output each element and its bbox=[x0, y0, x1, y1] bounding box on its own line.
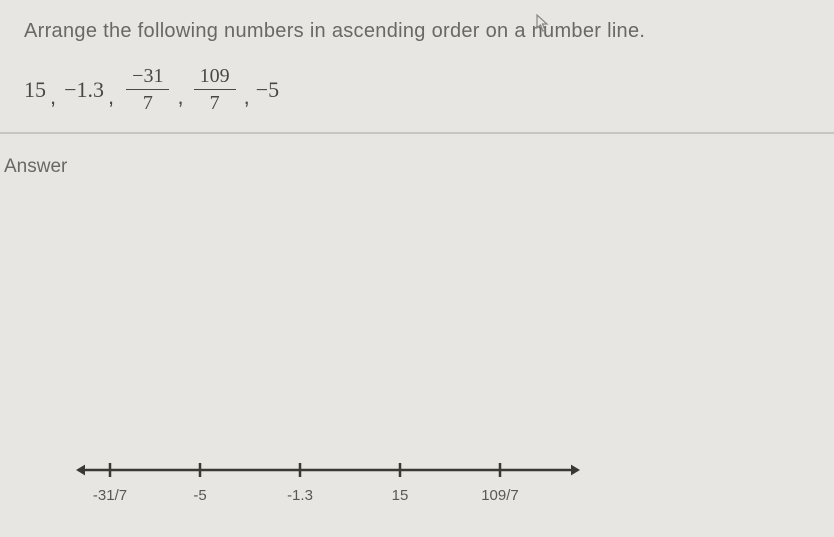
comma: , bbox=[108, 84, 114, 114]
answer-section: Answer bbox=[0, 134, 834, 178]
term-1: 15 bbox=[24, 77, 46, 103]
fraction-2-numerator: 109 bbox=[194, 65, 236, 90]
answer-label: Answer bbox=[4, 156, 830, 178]
fraction-2-denominator: 7 bbox=[210, 90, 220, 114]
term-2: −1.3 bbox=[64, 77, 104, 103]
svg-text:-1.3: -1.3 bbox=[287, 487, 313, 504]
svg-text:-5: -5 bbox=[193, 487, 206, 504]
svg-text:15: 15 bbox=[392, 487, 409, 504]
comma: , bbox=[50, 84, 56, 114]
svg-text:109/7: 109/7 bbox=[481, 487, 519, 504]
question-prompt: Arrange the following numbers in ascendi… bbox=[24, 20, 810, 43]
comma: , bbox=[177, 84, 183, 114]
number-line-svg: -31/7 -5 -1.3 15 109/7 bbox=[68, 448, 588, 518]
fraction-1-denominator: 7 bbox=[143, 90, 153, 114]
comma: , bbox=[244, 84, 250, 114]
fraction-1-numerator: −31 bbox=[126, 65, 169, 90]
term-5: −5 bbox=[256, 77, 279, 103]
math-expression: 15, −1.3, −31 7 , 109 7 , −5 bbox=[24, 65, 810, 114]
fraction-2: 109 7 bbox=[194, 65, 236, 114]
fraction-1: −31 7 bbox=[126, 65, 169, 114]
svg-text:-31/7: -31/7 bbox=[93, 487, 127, 504]
cursor-icon bbox=[536, 14, 550, 32]
number-line: -31/7 -5 -1.3 15 109/7 bbox=[68, 448, 588, 518]
question-section: Arrange the following numbers in ascendi… bbox=[0, 0, 834, 134]
